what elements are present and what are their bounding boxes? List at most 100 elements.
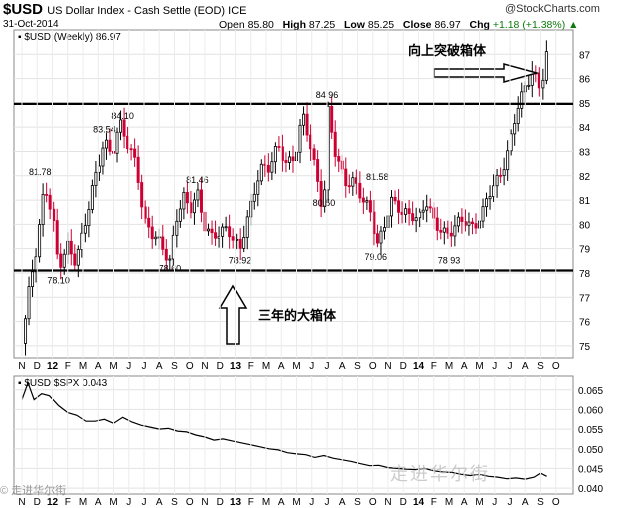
candle-body xyxy=(87,209,91,227)
x-tick-label: M xyxy=(262,497,270,508)
box-arrow-icon xyxy=(218,284,248,345)
candle-body xyxy=(154,236,158,240)
candle-body xyxy=(411,213,415,222)
x-tick-label: M xyxy=(445,361,453,372)
candle-body xyxy=(277,146,281,148)
y-tick-label: 0.055 xyxy=(578,425,603,436)
x-tick-label: J xyxy=(142,361,147,372)
candle-body xyxy=(449,232,453,237)
candle-body xyxy=(224,226,228,229)
value-label: 79.06 xyxy=(365,252,388,262)
candle-body xyxy=(136,156,140,183)
candle-body xyxy=(62,253,66,268)
x-tick-label: M xyxy=(79,361,87,372)
candle-body xyxy=(368,200,372,213)
x-tick-label: M xyxy=(79,497,87,508)
high-label: High xyxy=(282,19,306,31)
candle-body xyxy=(119,119,123,133)
candle-body xyxy=(499,174,503,177)
y-tick-label: 86 xyxy=(579,75,591,86)
x-tick-label: A xyxy=(95,361,102,372)
watermark-right: 走进华尔街 xyxy=(390,464,490,484)
candle-body xyxy=(474,223,478,229)
x-tick-label: J xyxy=(508,361,513,372)
x-tick-label: O xyxy=(552,497,560,508)
candle-body xyxy=(150,226,154,240)
candle-body xyxy=(375,233,379,244)
y-tick-label: 85 xyxy=(579,99,591,110)
candle-body xyxy=(259,163,263,182)
candle-body xyxy=(147,217,151,228)
candle-body xyxy=(544,51,548,81)
candle-body xyxy=(361,197,365,203)
y-tick-label: 75 xyxy=(579,342,591,353)
x-tick-label: J xyxy=(126,497,131,508)
candle-body xyxy=(27,286,31,320)
x-tick-label: J xyxy=(492,497,497,508)
x-tick-label: J xyxy=(325,361,330,372)
ratio-panel: 0.040 0.045 0.050 0.055 0.060 0.065 ▪ $USD:$SP… xyxy=(13,375,603,495)
candle-body xyxy=(495,174,499,187)
stockcharts-logo: @StockCharts.com xyxy=(505,3,600,15)
x-tick-label: F xyxy=(65,361,71,372)
x-tick-label: N xyxy=(18,361,25,372)
candle-body xyxy=(358,182,362,199)
x-tick-label: F xyxy=(431,497,437,508)
x-tick-label: A xyxy=(461,497,468,508)
candle-body xyxy=(390,196,394,217)
value-label: 83.54 xyxy=(93,124,116,134)
x-tick-label: F xyxy=(65,497,71,508)
candle-body xyxy=(467,221,471,226)
candle-body xyxy=(407,208,411,214)
x-tick-label: S xyxy=(537,361,544,372)
candle-body xyxy=(83,225,87,234)
y-tick-label: 87 xyxy=(579,50,591,61)
candle-body xyxy=(133,148,137,158)
candle-body xyxy=(439,230,443,233)
candle-body xyxy=(397,200,401,213)
candle-body xyxy=(527,84,531,87)
x-tick-label: M xyxy=(109,361,117,372)
candle-body xyxy=(256,180,260,195)
candle-body xyxy=(284,160,288,163)
candle-body xyxy=(115,131,119,154)
x-axis: NNDD1212FFMMAAMMJJJJAASSOONNDD1313FFMMAA… xyxy=(18,30,560,508)
candle-body xyxy=(161,236,165,250)
y-tick-label: 81 xyxy=(579,196,591,207)
candle-body xyxy=(302,113,306,126)
x-tick-label: O xyxy=(369,361,377,372)
candle-body xyxy=(442,227,446,233)
x-tick-label: S xyxy=(171,361,178,372)
x-tick-label: F xyxy=(248,497,254,508)
ohlc-readout: Open 85.80 High 87.25 Low 85.25 Close 86… xyxy=(219,19,579,31)
y-tick-label: 0.045 xyxy=(578,464,603,475)
x-tick-label: D xyxy=(400,497,407,508)
candle-body xyxy=(351,177,355,187)
candle-body xyxy=(502,169,506,176)
value-label: 84.10 xyxy=(111,111,134,121)
candle-body xyxy=(316,159,320,182)
candle-body xyxy=(347,185,351,188)
candle-body xyxy=(266,164,270,173)
candle-body xyxy=(404,208,408,215)
candle-body xyxy=(192,199,196,214)
x-tick-label: 14 xyxy=(413,497,425,508)
x-tick-label: D xyxy=(34,361,41,372)
x-tick-label: M xyxy=(109,497,117,508)
candle-body xyxy=(460,216,464,222)
x-tick-label: N xyxy=(384,497,391,508)
candle-body xyxy=(59,253,63,268)
candle-body xyxy=(470,221,474,225)
candle-body xyxy=(323,189,327,207)
x-tick-label: S xyxy=(354,361,361,372)
candle-body xyxy=(48,194,52,210)
close-label: Close xyxy=(402,19,432,31)
price-frame xyxy=(13,29,574,359)
x-tick-label: M xyxy=(445,497,453,508)
value-label: 78.92 xyxy=(229,256,252,266)
value-label: 78.10 xyxy=(47,276,70,286)
candle-body xyxy=(425,206,429,211)
x-tick-label: S xyxy=(537,497,544,508)
candle-body xyxy=(69,240,73,255)
candle-body xyxy=(122,119,126,137)
